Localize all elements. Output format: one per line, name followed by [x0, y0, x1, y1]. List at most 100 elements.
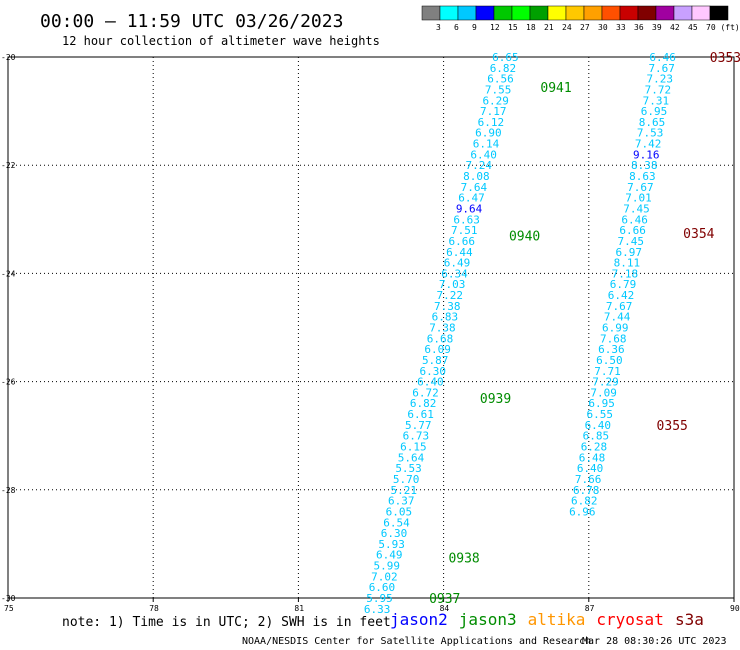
x-tick-label: 78: [149, 604, 159, 613]
legend-tick-label: 6: [454, 23, 459, 32]
legend-tick-label: 3: [436, 23, 441, 32]
wave-height-value: 6.73: [403, 430, 430, 443]
y-tick-label: -22: [1, 161, 16, 170]
wave-height-value: 5.93: [378, 538, 405, 551]
legend-tick-label: 70 (ft): [706, 23, 740, 32]
wave-height-value: 6.90: [475, 127, 502, 140]
legend-swatch: [709, 5, 729, 21]
wave-height-value: 6.78: [573, 484, 600, 497]
wave-height-value: 7.02: [371, 570, 398, 583]
wave-height-value: 7.44: [604, 311, 631, 324]
wave-height-value: 6.68: [427, 332, 454, 345]
wave-height-value: 7.22: [436, 289, 463, 302]
wave-height-value: 6.97: [616, 246, 643, 259]
wave-height-value: 7.67: [648, 62, 675, 75]
y-tick-label: -26: [1, 378, 16, 387]
wave-height-value: 7.31: [643, 94, 670, 107]
wave-height-value: 6.46: [649, 51, 676, 64]
legend-swatch: [529, 5, 549, 21]
plot-area: [7, 56, 735, 599]
wave-height-value: 7.42: [635, 138, 662, 151]
wave-height-value: 7.67: [606, 300, 633, 313]
wave-height-value: 8.63: [629, 170, 656, 183]
x-tick-label: 81: [294, 604, 304, 613]
legend-tick-label: 42: [670, 23, 680, 32]
legend-swatch: [565, 5, 585, 21]
legend-swatch: [619, 5, 639, 21]
wave-height-value: 6.56: [487, 73, 514, 86]
wave-height-value: 6.36: [598, 343, 625, 356]
wave-height-value: 6.95: [588, 397, 615, 410]
wave-height-value: 7.55: [485, 83, 512, 96]
wave-height-value: 6.15: [400, 441, 427, 454]
wave-height-value: 6.96: [569, 505, 596, 518]
legend-swatch: [475, 5, 495, 21]
wave-height-value: 9.64: [456, 202, 483, 215]
wave-height-value: 6.37: [388, 495, 415, 508]
pass-time-label: 0354: [683, 227, 714, 242]
pass-time-label: 0355: [657, 419, 688, 434]
wave-height-value: 6.29: [482, 94, 509, 107]
wave-height-value: 6.30: [420, 365, 447, 378]
legend-tick-label: 45: [688, 23, 698, 32]
legend-tick-label: 30: [598, 23, 608, 32]
wave-height-value: 5.77: [405, 419, 432, 432]
wave-height-value: 6.40: [577, 462, 604, 475]
wave-height-value: 6.72: [412, 386, 439, 399]
credit-line: NOAA/NESDIS Center for Satellite Applica…: [242, 636, 591, 647]
wave-height-value: 5.87: [422, 354, 449, 367]
wave-height-value: 6.49: [444, 257, 471, 270]
wave-height-value: 6.82: [410, 397, 437, 410]
pass-time-label: 0938: [448, 551, 479, 566]
wave-height-value: 7.67: [627, 181, 654, 194]
wave-height-value: 7.38: [434, 300, 461, 313]
wave-height-value: 6.83: [432, 311, 459, 324]
wave-height-value: 9.16: [633, 148, 660, 161]
pass-time-label: 0940: [509, 230, 540, 245]
gridlines: [8, 57, 734, 598]
axis-tick-labels: 75 78 81 84 87 90 -20 -22 -24 -26 -28 -30: [1, 53, 740, 613]
wave-height-value: 6.40: [585, 419, 612, 432]
y-tick-label: -20: [1, 53, 16, 62]
satellite-legend-item: altika: [528, 610, 586, 629]
pass-time-label: 0353: [710, 51, 740, 66]
wave-height-value: 7.68: [600, 332, 627, 345]
legend-tick-label: 15: [508, 23, 518, 32]
wave-height-value: 7.72: [645, 83, 672, 96]
y-tick-label: -24: [1, 269, 16, 278]
legend-tick-label: 27: [580, 23, 590, 32]
wave-height-value: 6.99: [602, 322, 629, 335]
wave-height-value: 8.38: [631, 159, 658, 172]
wave-height-value: 7.66: [575, 473, 602, 486]
legend-tick-label: 21: [544, 23, 554, 32]
legend-swatch: [637, 5, 657, 21]
wave-height-value: 7.18: [612, 267, 639, 280]
y-tick-label: -28: [1, 486, 16, 495]
legend-tick-label: 33: [616, 23, 626, 32]
wave-height-value: 6.60: [369, 581, 396, 594]
wave-height-value: 7.03: [439, 278, 466, 291]
legend-tick-label: 39: [652, 23, 662, 32]
wave-height-value: 6.82: [571, 495, 598, 508]
wave-height-value: 7.45: [617, 235, 644, 248]
legend-tick-label: 12: [490, 23, 500, 32]
wave-height-value: 7.23: [647, 73, 674, 86]
wave-height-value: 6.33: [364, 603, 391, 616]
satellite-legend-item: cryosat: [596, 610, 663, 629]
wave-height-value: 6.14: [473, 138, 500, 151]
wave-height-value: 5.64: [398, 451, 425, 464]
wave-height-value: 7.64: [461, 181, 488, 194]
x-tick-label: 90: [730, 604, 740, 613]
wave-height-value: 5.95: [366, 592, 393, 605]
wave-height-value: 6.30: [381, 527, 408, 540]
wave-height-value: 8.11: [614, 257, 641, 270]
legend-swatch: [457, 5, 477, 21]
legend-tick-label: 18: [526, 23, 536, 32]
legend-swatch: [655, 5, 675, 21]
pass-time-label: 0937: [429, 592, 460, 607]
legend-swatch: [421, 5, 441, 21]
wave-height-value: 6.66: [619, 224, 646, 237]
chart-title: 00:00 – 11:59 UTC 03/26/2023: [40, 11, 343, 32]
legend-swatch: [601, 5, 621, 21]
